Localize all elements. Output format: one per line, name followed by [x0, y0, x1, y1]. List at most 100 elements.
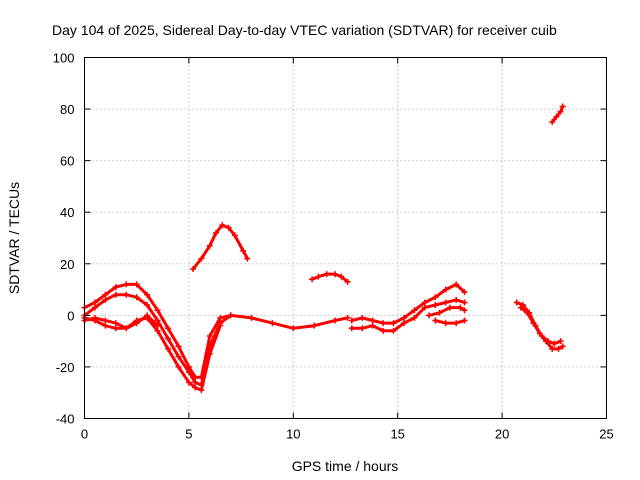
data-point — [185, 369, 192, 376]
data-point — [102, 322, 109, 329]
data-point — [457, 304, 464, 311]
data-point — [461, 289, 468, 296]
data-point — [411, 314, 418, 321]
series-arc-13 — [549, 103, 566, 125]
data-point — [555, 345, 562, 352]
data-point — [442, 299, 449, 306]
data-point — [231, 232, 238, 239]
series-arc-2 — [81, 291, 234, 388]
data-point — [332, 271, 339, 278]
data-point — [309, 276, 316, 283]
data-point — [311, 322, 318, 329]
plot-area — [81, 103, 566, 394]
y-axis-label: SDTVAR / TECUs — [6, 182, 22, 294]
data-point — [536, 330, 543, 337]
data-point — [154, 327, 161, 334]
data-point — [192, 384, 199, 391]
data-point — [112, 291, 119, 298]
y-tick-label: 20 — [60, 257, 74, 272]
data-point — [144, 312, 151, 319]
series-arc-3 — [81, 314, 224, 394]
series-arc-9 — [426, 304, 468, 319]
data-point — [290, 325, 297, 332]
data-point — [380, 320, 387, 327]
series-line — [83, 316, 222, 392]
data-point — [517, 304, 524, 311]
x-tick-label: 10 — [286, 427, 300, 442]
data-point — [542, 338, 549, 345]
data-point — [123, 325, 130, 332]
data-point — [248, 314, 255, 321]
x-axis-label: GPS time / hours — [292, 458, 399, 474]
data-point — [133, 294, 140, 301]
data-point — [133, 320, 140, 327]
data-point — [185, 379, 192, 386]
data-point — [225, 224, 232, 231]
y-tick-label: -20 — [56, 360, 75, 375]
x-tick-label: 20 — [495, 427, 509, 442]
data-point — [315, 273, 322, 280]
data-point — [551, 340, 558, 347]
data-point — [426, 312, 433, 319]
data-point — [344, 314, 351, 321]
data-point — [513, 299, 520, 306]
chart-title: Day 104 of 2025, Sidereal Day-to-day VTE… — [52, 22, 557, 38]
data-point — [175, 343, 182, 350]
data-point — [192, 379, 199, 386]
data-point — [442, 286, 449, 293]
data-point — [359, 314, 366, 321]
data-point — [213, 229, 220, 236]
series-line — [83, 282, 350, 379]
data-point — [102, 317, 109, 324]
data-point — [421, 304, 428, 311]
y-tick-label: 60 — [60, 154, 74, 169]
data-point — [219, 222, 226, 229]
data-point — [133, 281, 140, 288]
data-point — [165, 345, 172, 352]
data-point — [102, 291, 109, 298]
x-tick-label: 15 — [390, 427, 404, 442]
data-point — [269, 320, 276, 327]
data-point — [165, 325, 172, 332]
data-point — [240, 247, 247, 254]
data-point — [144, 291, 151, 298]
data-point — [91, 299, 98, 306]
data-point — [154, 317, 161, 324]
data-point — [206, 351, 213, 358]
data-point — [123, 291, 130, 298]
data-point — [175, 363, 182, 370]
data-point — [175, 353, 182, 360]
series-arc-12 — [517, 304, 566, 352]
data-point — [432, 302, 439, 309]
data-point — [524, 309, 531, 316]
x-tick-label: 0 — [81, 427, 88, 442]
data-point — [530, 320, 537, 327]
plot-frame — [84, 57, 607, 419]
series-arc-6 — [309, 271, 351, 285]
data-point — [432, 317, 439, 324]
data-point — [453, 281, 460, 288]
data-point — [369, 317, 376, 324]
data-point — [553, 113, 560, 120]
data-point — [453, 296, 460, 303]
series-arc-5 — [190, 222, 251, 272]
grid-lines — [84, 57, 607, 419]
data-point — [91, 304, 98, 311]
data-point — [323, 271, 330, 278]
y-tick-label: 0 — [67, 308, 74, 323]
data-point — [91, 314, 98, 321]
data-point — [390, 327, 397, 334]
y-tick-label: 100 — [53, 51, 75, 66]
data-point — [190, 265, 197, 272]
data-point — [217, 314, 224, 321]
data-point — [348, 325, 355, 332]
data-point — [154, 322, 161, 329]
x-tick-label: 25 — [599, 427, 613, 442]
data-point — [559, 103, 566, 110]
data-point — [338, 273, 345, 280]
data-point — [369, 322, 376, 329]
series-line — [550, 105, 565, 124]
data-point — [112, 283, 119, 290]
series-line — [310, 272, 350, 284]
data-point — [154, 307, 161, 314]
